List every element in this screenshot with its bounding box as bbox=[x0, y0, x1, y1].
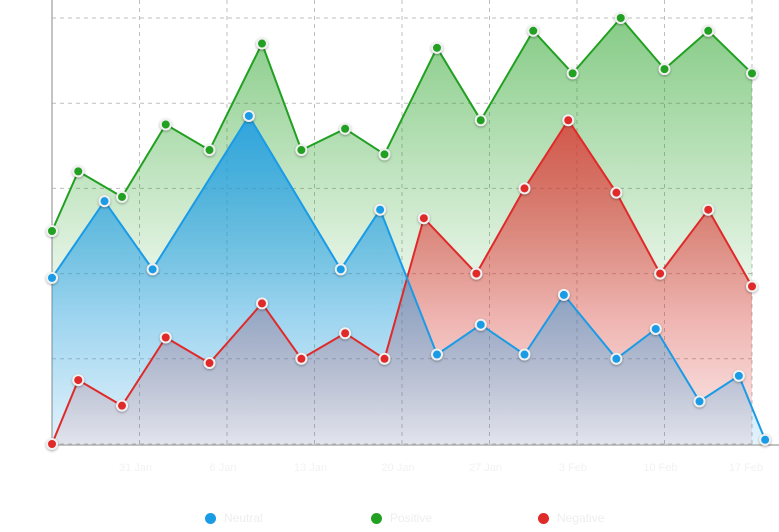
positive-point bbox=[704, 26, 713, 35]
negative-point bbox=[341, 329, 350, 338]
negative-point bbox=[748, 282, 756, 291]
negative-point bbox=[48, 440, 56, 448]
negative-point bbox=[612, 188, 621, 197]
negative-point bbox=[419, 214, 428, 223]
positive-point bbox=[161, 120, 170, 129]
legend-item-neutral[interactable]: Neutral bbox=[205, 511, 263, 525]
positive-dot-icon bbox=[371, 512, 382, 524]
positive-point bbox=[74, 167, 83, 176]
x-tick-label: 27 Jan bbox=[469, 462, 502, 474]
positive-point bbox=[205, 146, 214, 155]
x-tick-label: 3 Feb bbox=[559, 462, 587, 474]
legend-label-negative: Negative bbox=[557, 511, 605, 525]
neutral-point bbox=[559, 290, 568, 299]
x-tick-label: 31 Jan bbox=[119, 462, 152, 474]
neutral-point bbox=[476, 320, 485, 329]
negative-point bbox=[380, 354, 389, 363]
positive-point bbox=[568, 69, 577, 78]
x-tick-label: 17 Feb bbox=[729, 462, 763, 474]
positive-point bbox=[341, 124, 350, 133]
negative-point bbox=[118, 401, 126, 410]
negative-dot-icon bbox=[538, 512, 549, 524]
positive-point bbox=[118, 192, 126, 201]
x-tick-label: 10 Feb bbox=[643, 462, 677, 474]
legend: Neutral Positive Negative bbox=[0, 511, 779, 531]
positive-point bbox=[529, 26, 538, 35]
negative-point bbox=[564, 116, 573, 125]
positive-point bbox=[748, 69, 756, 78]
positive-point bbox=[616, 14, 625, 22]
legend-item-positive[interactable]: Positive bbox=[371, 511, 432, 525]
positive-point bbox=[297, 146, 306, 155]
neutral-point bbox=[244, 111, 253, 120]
negative-point bbox=[74, 376, 83, 385]
negative-point bbox=[205, 359, 214, 368]
series-areas bbox=[52, 18, 766, 444]
neutral-point bbox=[734, 371, 743, 380]
positive-point bbox=[258, 39, 266, 48]
neutral-point bbox=[148, 265, 157, 274]
neutral-point bbox=[520, 350, 529, 359]
positive-point bbox=[660, 65, 669, 74]
legend-label-neutral: Neutral bbox=[224, 511, 263, 525]
positive-point bbox=[433, 43, 441, 52]
positive-point bbox=[476, 116, 485, 125]
negative-point bbox=[297, 354, 306, 363]
negative-point bbox=[258, 299, 266, 308]
positive-point bbox=[48, 227, 56, 235]
neutral-point bbox=[695, 397, 704, 406]
x-tick-label: 20 Jan bbox=[381, 462, 414, 474]
negative-point bbox=[704, 205, 713, 214]
neutral-point bbox=[48, 273, 56, 282]
negative-point bbox=[161, 333, 170, 342]
x-tick-label: 6 Jan bbox=[210, 462, 237, 474]
neutral-point bbox=[376, 205, 385, 214]
neutral-point bbox=[433, 350, 441, 359]
neutral-point bbox=[100, 197, 109, 206]
x-tick-label: 13 Jan bbox=[294, 462, 327, 474]
negative-point bbox=[472, 269, 481, 278]
positive-point bbox=[380, 150, 389, 159]
neutral-point bbox=[651, 324, 660, 333]
neutral-dot-icon bbox=[205, 512, 216, 524]
neutral-point bbox=[336, 265, 345, 274]
neutral-point bbox=[612, 354, 621, 363]
legend-item-negative[interactable]: Negative bbox=[538, 511, 604, 525]
neutral-area bbox=[52, 116, 766, 444]
negative-point bbox=[656, 269, 665, 278]
series-points bbox=[46, 12, 772, 450]
neutral-point bbox=[761, 435, 770, 444]
x-tick-labels: 31 Jan 6 Jan 13 Jan 20 Jan 27 Jan 3 Feb 10 Feb… bbox=[119, 462, 763, 474]
negative-point bbox=[520, 184, 529, 193]
legend-label-positive: Positive bbox=[390, 511, 433, 525]
